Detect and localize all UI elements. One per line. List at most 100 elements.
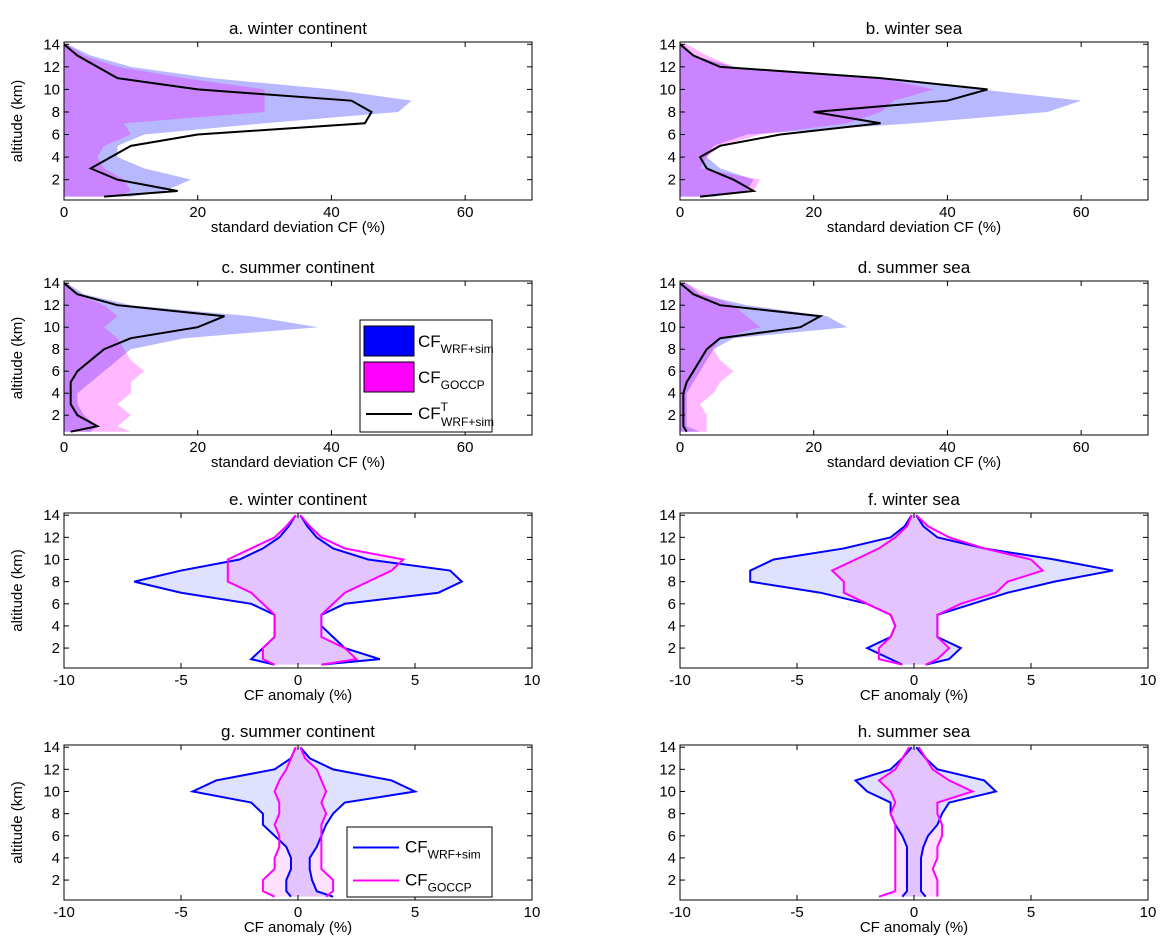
y-tick-label: 2 bbox=[52, 407, 60, 424]
legend-label: CFGOCCP bbox=[418, 368, 485, 392]
legend-label: CFGOCCP bbox=[405, 871, 472, 895]
y-tick-label: 2 bbox=[668, 172, 676, 189]
y-tick-label: 8 bbox=[52, 104, 60, 121]
axes-background bbox=[680, 513, 1148, 668]
legend-name-sub: WRF+sim bbox=[428, 848, 481, 862]
y-tick-label: 12 bbox=[43, 59, 60, 76]
y-tick-label: 4 bbox=[668, 385, 676, 402]
profile-area bbox=[680, 283, 848, 432]
y-tick-label: 14 bbox=[43, 739, 60, 756]
y-tick-label: 6 bbox=[668, 363, 676, 380]
y-tick-label: 10 bbox=[659, 319, 676, 336]
y-tick-label: 12 bbox=[659, 761, 676, 778]
y-tick-label: 2 bbox=[668, 872, 676, 889]
legend-name: CF bbox=[418, 332, 441, 351]
axes-frame bbox=[63, 280, 533, 436]
x-tick-label: 0 bbox=[676, 204, 684, 221]
y-tick-label: 14 bbox=[43, 507, 60, 524]
x-tick-label: 5 bbox=[1027, 904, 1035, 921]
x-tick-label: 40 bbox=[939, 204, 956, 221]
y-tick-label: 8 bbox=[668, 341, 676, 358]
x-tick-label: 40 bbox=[939, 439, 956, 456]
y-tick-label: 14 bbox=[43, 275, 60, 292]
x-axis-label: standard deviation CF (%) bbox=[827, 219, 1001, 236]
y-axis-label: altitude (km) bbox=[9, 317, 26, 400]
y-axis-label: altitude (km) bbox=[9, 781, 26, 864]
x-tick-label: -10 bbox=[669, 672, 691, 689]
plot-area bbox=[64, 43, 412, 198]
legend-swatch bbox=[363, 361, 415, 393]
axes-frame bbox=[679, 41, 1149, 201]
profile-line bbox=[915, 514, 1045, 666]
anomaly-band bbox=[227, 515, 404, 665]
legend-name: CF bbox=[418, 404, 441, 423]
y-tick-label: 4 bbox=[668, 149, 676, 166]
profile-line bbox=[64, 282, 225, 433]
x-tick-label: 60 bbox=[457, 204, 474, 221]
x-tick-label: 5 bbox=[411, 672, 419, 689]
panel: 0 20 40 60 2 4 6 8 10 12 14 d. summer sea standard d… bbox=[659, 258, 1149, 471]
anomaly-band bbox=[192, 747, 415, 897]
legend-name-sub: WRF+sim bbox=[441, 342, 494, 356]
y-tick-label: 14 bbox=[659, 275, 676, 292]
x-tick-label: 20 bbox=[805, 204, 822, 221]
panel: 0 20 40 60 2 4 6 8 10 12 14 a. winter continent stan… bbox=[9, 19, 533, 236]
x-tick-label: 40 bbox=[323, 204, 340, 221]
y-tick-label: 2 bbox=[668, 640, 676, 657]
x-tick-label: 10 bbox=[1140, 904, 1157, 921]
profile-line bbox=[915, 514, 1114, 666]
plot-area bbox=[853, 746, 998, 898]
anomaly-band bbox=[134, 515, 462, 665]
x-tick-label: 5 bbox=[1027, 672, 1035, 689]
legend-swatch bbox=[363, 325, 415, 357]
profile-line bbox=[915, 746, 998, 898]
panel-title: b. winter sea bbox=[866, 19, 963, 38]
profile-line bbox=[64, 43, 373, 198]
x-axis-label: standard deviation CF (%) bbox=[211, 454, 385, 471]
y-tick-label: 12 bbox=[659, 59, 676, 76]
legend-name-sub: GOCCP bbox=[428, 881, 472, 895]
y-tick-label: 10 bbox=[43, 81, 60, 98]
axes-frame bbox=[679, 280, 1149, 436]
x-tick-label: 0 bbox=[910, 904, 918, 921]
axes-frame bbox=[63, 41, 533, 201]
legend-label: CFT WRF+sim bbox=[418, 400, 494, 429]
x-axis-label: CF anomaly (%) bbox=[860, 919, 968, 936]
panel-title: g. summer continent bbox=[221, 722, 375, 741]
profile-line bbox=[680, 282, 824, 433]
x-tick-label: 40 bbox=[323, 439, 340, 456]
panel: 0 20 40 60 2 4 6 8 10 12 14 c. summer continent stan… bbox=[9, 258, 533, 471]
y-tick-label: 8 bbox=[52, 806, 60, 823]
panel-title: f. winter sea bbox=[868, 490, 960, 509]
y-tick-label: 2 bbox=[52, 872, 60, 889]
profile-line bbox=[299, 514, 464, 666]
x-tick-label: 10 bbox=[524, 904, 541, 921]
profile-area bbox=[64, 283, 145, 432]
y-tick-label: 10 bbox=[659, 552, 676, 569]
y-tick-label: 6 bbox=[52, 127, 60, 144]
panel-title: a. winter continent bbox=[229, 19, 367, 38]
profile-area bbox=[680, 44, 1082, 197]
y-tick-label: 14 bbox=[659, 507, 676, 524]
y-tick-label: 8 bbox=[668, 574, 676, 591]
y-tick-label: 8 bbox=[668, 104, 676, 121]
x-tick-label: -5 bbox=[790, 672, 803, 689]
x-tick-label: 10 bbox=[524, 672, 541, 689]
y-tick-label: 8 bbox=[52, 574, 60, 591]
y-tick-label: 12 bbox=[43, 529, 60, 546]
x-tick-label: 0 bbox=[294, 672, 302, 689]
y-tick-label: 12 bbox=[43, 761, 60, 778]
y-tick-label: 6 bbox=[52, 596, 60, 613]
y-tick-label: 2 bbox=[668, 407, 676, 424]
x-tick-label: 0 bbox=[910, 672, 918, 689]
plot-area bbox=[189, 746, 419, 898]
panel: -10 -5 0 5 10 2 4 6 8 10 12 14 e. winter continent CF… bbox=[9, 490, 540, 704]
legend-name-sup: T bbox=[441, 400, 449, 414]
x-axis-label: CF anomaly (%) bbox=[860, 687, 968, 704]
y-axis-label: altitude (km) bbox=[9, 549, 26, 632]
x-axis-label: standard deviation CF (%) bbox=[211, 219, 385, 236]
y-tick-label: 10 bbox=[43, 552, 60, 569]
profile-line bbox=[299, 746, 419, 898]
profile-line bbox=[830, 514, 913, 666]
legend-name: CF bbox=[405, 871, 428, 890]
